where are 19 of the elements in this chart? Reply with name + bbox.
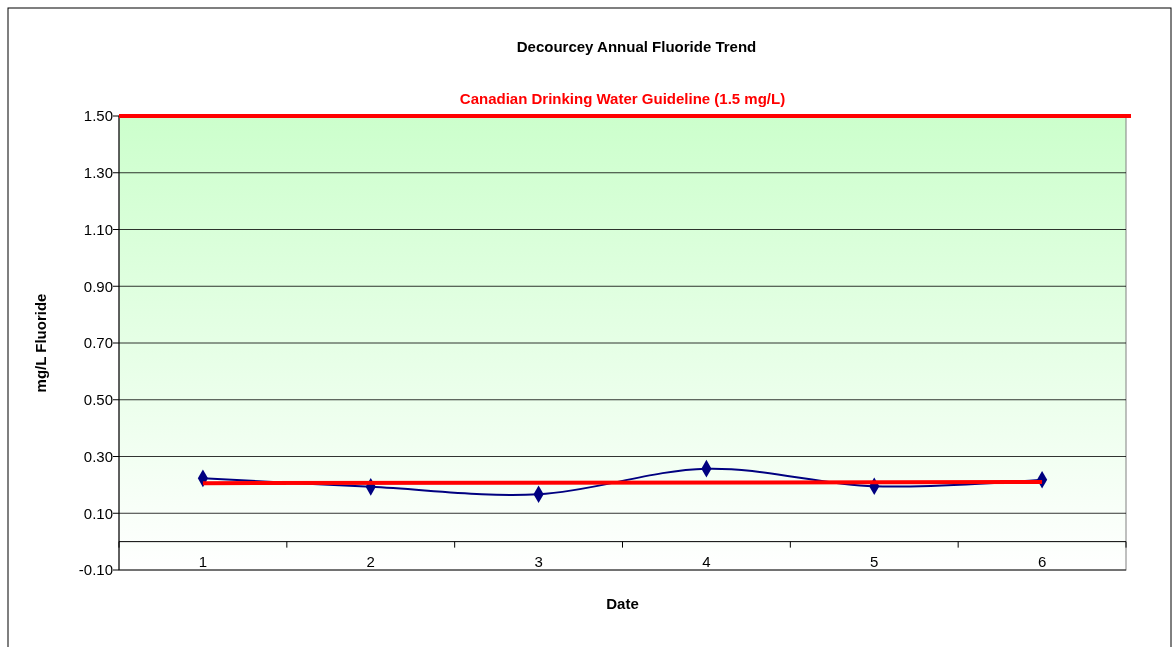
y-tick-label: 1.10 [83,220,113,238]
y-tick-label: 0.10 [83,504,113,522]
y-tick-label: -0.10 [78,561,113,579]
y-tick-label: 0.50 [83,391,113,408]
x-tick-label: 2 [366,553,375,570]
x-tick-label: 4 [702,553,711,570]
y-axis-title: mg/L Fluoride [32,293,49,393]
y-tick-label: 0.30 [83,447,113,465]
y-tick-label: 1.30 [83,164,113,181]
y-tick-label: 0.90 [83,277,113,295]
x-tick-label: 5 [870,553,879,570]
chart-title: Decourcey Annual Fluoride Trend [516,38,757,55]
x-tick-label: 6 [1037,553,1047,570]
x-tick-label: 3 [534,553,543,570]
x-tick-label: 1 [198,553,208,570]
x-axis-title: Date [606,595,639,612]
y-tick-label: 0.70 [83,334,113,352]
y-tick-label: 1.50 [83,107,113,125]
ref-line-label: Canadian Drinking Water Guideline (1.5 mg/L) [459,90,786,107]
